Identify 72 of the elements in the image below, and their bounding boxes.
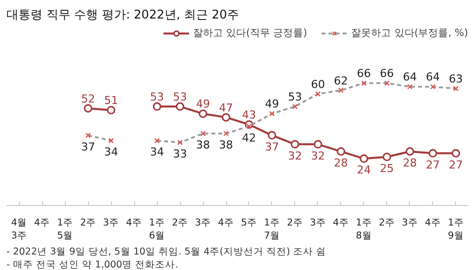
- point: [176, 102, 184, 111]
- data-label: 66: [380, 67, 394, 80]
- x-tick-label: 4주: [218, 218, 234, 228]
- point: [84, 104, 92, 113]
- data-label: 64: [426, 70, 440, 84]
- point: [382, 152, 392, 162]
- x-tick-label: 3주: [310, 218, 326, 228]
- x-tick-label: 1주 9월: [448, 218, 464, 242]
- data-label: 32: [310, 149, 325, 162]
- x-tick-label: 1주 5월: [57, 218, 74, 242]
- data-label: 37: [264, 140, 279, 154]
- x-tick-label: 5주: [240, 218, 258, 228]
- x-tick-label: 1주 8월: [356, 218, 372, 242]
- point: [360, 154, 368, 163]
- x-tick-label: 2주: [172, 218, 188, 228]
- x-tick-label: 1주 6월: [149, 218, 166, 242]
- x-tick-label: 2주: [378, 218, 395, 228]
- x-tick-label: 4주: [332, 218, 349, 228]
- point: [428, 149, 438, 158]
- x-tick-label: 3주: [402, 218, 418, 228]
- x-tick-label: 2주: [80, 218, 96, 228]
- text: - 매주 전국 성인 약 1,000명 전화조사.: [6, 260, 178, 270]
- data-label: 64: [402, 70, 417, 84]
- legend-label: 잘못하고 있다(부정률, %): [351, 27, 468, 40]
- data-label: 53: [173, 90, 188, 104]
- data-label: 53: [150, 90, 164, 104]
- data-label: 53: [288, 90, 302, 104]
- x-tick-label: 2주: [286, 218, 303, 228]
- data-label: 34: [104, 146, 118, 159]
- point: [406, 147, 414, 156]
- data-label: 63: [448, 72, 463, 86]
- chart-title: 대통령 직무 수행 평가: 2022년, 최근 20주: [6, 8, 240, 22]
- x-tick-label: 3주: [195, 218, 212, 228]
- point: [290, 140, 300, 149]
- data-label: 49: [264, 98, 279, 111]
- data-label: 66: [356, 67, 371, 80]
- point: [268, 131, 276, 140]
- point: [198, 109, 208, 118]
- x-tick-label: 4주: [424, 218, 441, 228]
- data-label: 25: [380, 162, 394, 175]
- x-tick-label: 3주: [103, 218, 120, 228]
- data-label: 24: [356, 164, 371, 177]
- data-label: 60: [310, 78, 325, 91]
- x-tick-label: 4주: [34, 218, 50, 228]
- x-tick-label: 4주: [126, 218, 142, 228]
- point: [152, 102, 162, 111]
- data-label: 37: [81, 140, 96, 154]
- data-label: 27: [426, 158, 440, 172]
- x-tick-label: 4월 3주: [11, 218, 28, 242]
- data-label: 51: [104, 94, 118, 108]
- data-label: 27: [448, 158, 463, 172]
- data-label: 52: [81, 92, 96, 106]
- data-label: 47: [219, 101, 234, 114]
- data-label: 43: [242, 108, 256, 122]
- data-label: 28: [334, 156, 348, 170]
- point: [106, 106, 116, 114]
- data-label: 32: [288, 149, 302, 162]
- data-label: 62: [334, 74, 348, 88]
- data-label: 33: [173, 147, 188, 160]
- data-label: 28: [402, 156, 417, 170]
- point: [336, 147, 346, 156]
- data-label: 49: [196, 98, 210, 111]
- data-label: 38: [196, 138, 210, 152]
- data-label: 34: [150, 146, 164, 159]
- point: [452, 149, 460, 158]
- x-tick-label: 1주 7월: [264, 218, 280, 242]
- text: - 2022년 3월 9일 당선, 5월 10일 취임. 5월 4주(지방선거 직전) 조사 쉼: [6, 246, 326, 258]
- point: [222, 113, 230, 122]
- point: [314, 140, 322, 149]
- legend-label: 잘하고 있다(직무 긍정률): [192, 27, 308, 40]
- data-label: 38: [219, 138, 234, 152]
- data-label: 42: [242, 131, 256, 144]
